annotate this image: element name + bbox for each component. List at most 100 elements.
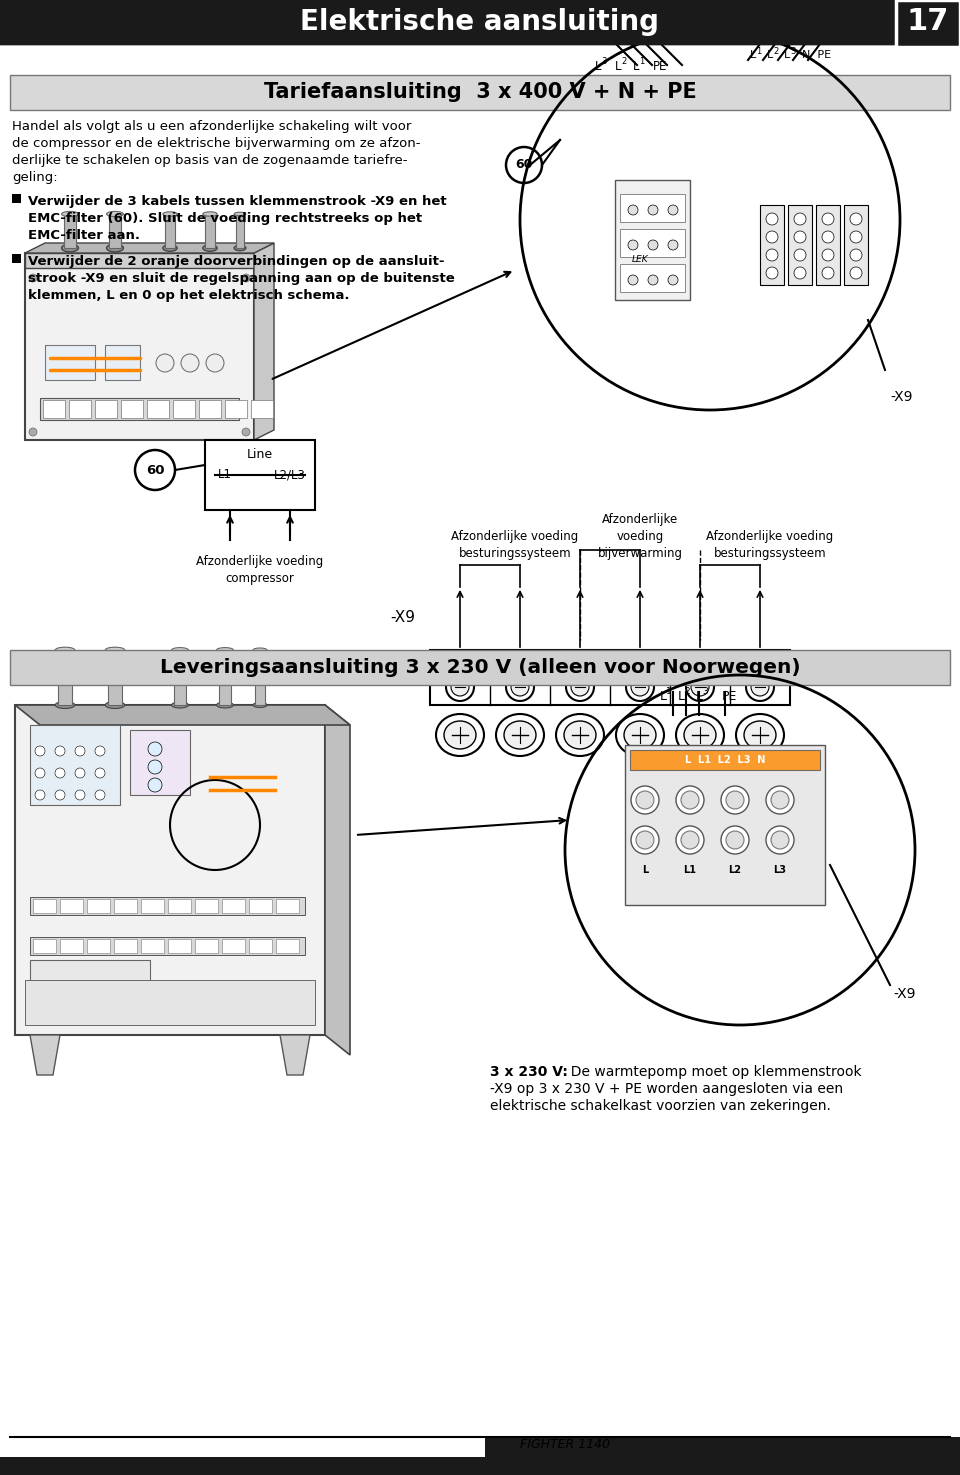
Circle shape [636,830,654,850]
Bar [430,650,790,705]
Circle shape [571,678,589,696]
Circle shape [668,274,678,285]
Bar [95,400,117,417]
Circle shape [771,791,789,808]
Text: L2/L3: L2/L3 [274,468,306,481]
Bar [199,400,221,417]
Circle shape [242,274,250,282]
Circle shape [794,267,806,279]
Text: 3 x 230 V:: 3 x 230 V: [490,1065,568,1080]
Text: -X9 op 3 x 230 V + PE worden aangesloten via een: -X9 op 3 x 230 V + PE worden aangesloten… [490,1083,843,1096]
Text: L1: L1 [684,864,697,875]
Text: L: L [456,655,464,668]
Bar [60,940,83,953]
Circle shape [676,786,704,814]
Bar [760,205,784,285]
Text: 2: 2 [684,687,689,696]
Text: Afzonderlijke voeding: Afzonderlijke voeding [707,530,833,543]
Text: voeding: voeding [616,530,663,543]
Circle shape [726,791,744,808]
Polygon shape [30,1035,60,1075]
Text: Afzonderlijke voeding: Afzonderlijke voeding [197,555,324,568]
Circle shape [850,212,862,226]
Ellipse shape [107,211,124,217]
Text: De warmtepomp moet op klemmenstrook: De warmtepomp moet op klemmenstrook [562,1065,862,1080]
Text: 1: 1 [756,47,761,56]
Polygon shape [15,705,350,726]
Bar [64,214,76,248]
Bar [222,898,245,913]
Ellipse shape [616,714,664,757]
Bar [35,987,53,1004]
Text: L: L [750,50,756,60]
Circle shape [751,678,769,696]
Circle shape [628,240,638,249]
Bar [896,0,960,47]
Bar [123,987,141,1004]
Polygon shape [254,243,274,440]
Circle shape [822,249,834,261]
Ellipse shape [556,714,604,757]
Circle shape [95,791,105,799]
Bar [25,979,315,1025]
Circle shape [35,768,45,777]
Bar [87,898,110,913]
Circle shape [648,240,658,249]
Circle shape [446,673,474,701]
Text: Verwijder de 3 kabels tussen klemmenstrook -X9 en het: Verwijder de 3 kabels tussen klemmenstro… [28,195,446,208]
Text: Tariefaansluiting  3 x 400 V + N + PE: Tariefaansluiting 3 x 400 V + N + PE [264,83,696,102]
Text: de compressor en de elektrische bijverwarming om ze afzon-: de compressor en de elektrische bijverwa… [12,137,420,150]
Text: 3: 3 [702,687,708,696]
Text: derlijke te schakelen op basis van de zogenaamde tariefre-: derlijke te schakelen op basis van de zo… [12,153,407,167]
Circle shape [631,786,659,814]
Text: Afzonderlijke: Afzonderlijke [602,513,678,527]
Bar [219,650,231,705]
Circle shape [29,274,37,282]
Circle shape [648,205,658,215]
Circle shape [766,267,778,279]
Bar [25,254,254,268]
Text: L: L [784,50,790,60]
Bar [195,940,218,953]
Text: L: L [660,690,667,704]
Bar [620,229,685,257]
Text: EMC-filter (60). Sluit de voeding rechtstreeks op het: EMC-filter (60). Sluit de voeding rechts… [28,212,422,226]
Circle shape [636,791,654,808]
Bar [58,650,72,705]
Circle shape [181,354,199,372]
Circle shape [794,232,806,243]
Ellipse shape [106,648,125,653]
Bar [33,940,56,953]
Bar [251,400,273,417]
Circle shape [766,212,778,226]
Text: 1: 1 [666,687,672,696]
Ellipse shape [253,702,267,708]
Bar [174,650,186,705]
Ellipse shape [436,714,484,757]
Circle shape [206,354,224,372]
Bar [141,940,164,953]
Circle shape [35,746,45,757]
Circle shape [648,274,658,285]
Bar [630,749,820,770]
Bar [195,898,218,913]
Bar [12,254,21,263]
Circle shape [766,232,778,243]
Ellipse shape [234,245,246,251]
Text: -X9: -X9 [390,611,415,625]
Circle shape [850,267,862,279]
Text: N  PE: N PE [802,50,831,60]
Bar [10,650,950,684]
Bar [40,398,239,420]
Bar [25,254,254,440]
Text: O: O [755,655,765,668]
Circle shape [55,768,65,777]
Bar [620,195,685,223]
Text: L3: L3 [632,655,648,668]
Ellipse shape [684,721,716,749]
Bar [844,205,868,285]
Polygon shape [25,243,274,254]
Circle shape [771,830,789,850]
Text: 2: 2 [773,47,779,56]
Polygon shape [280,1035,310,1075]
